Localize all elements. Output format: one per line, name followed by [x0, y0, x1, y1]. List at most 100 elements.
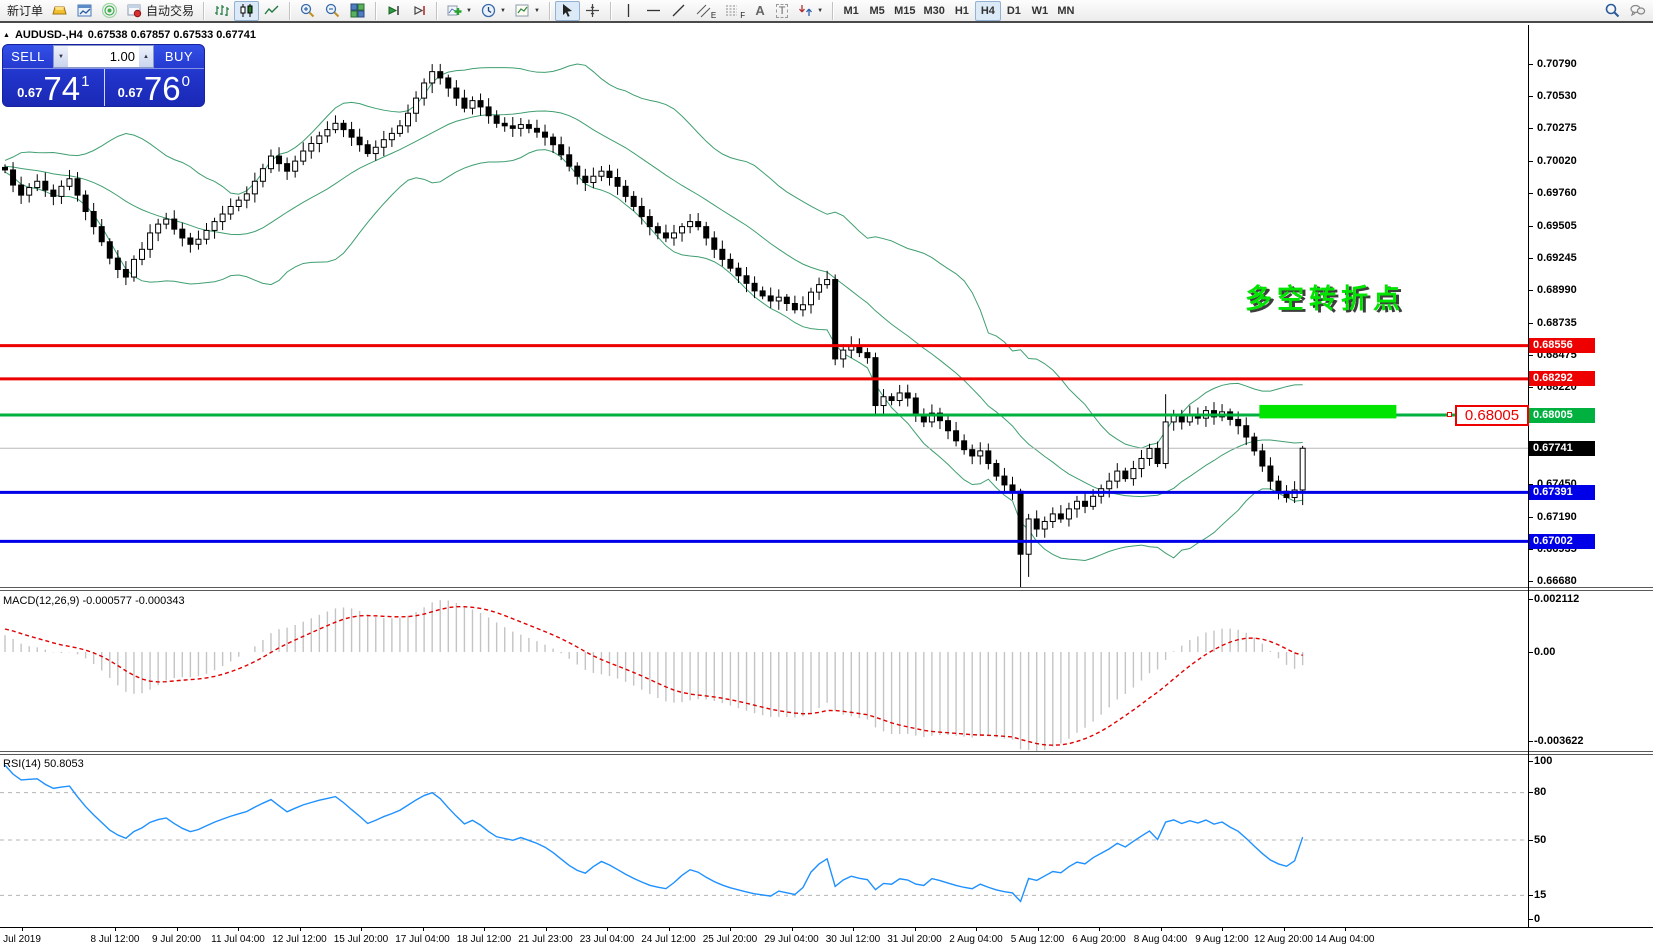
channel-button[interactable]: E — [691, 1, 720, 21]
date-tick — [853, 928, 854, 931]
templates-button[interactable]: ▼ — [510, 1, 544, 21]
line-chart-icon — [264, 5, 279, 15]
timeframe-button-H1[interactable]: H1 — [954, 4, 969, 17]
date-label: 17 Jul 04:00 — [395, 934, 450, 945]
collapse-arrow-icon[interactable]: ▲ — [3, 31, 10, 39]
time-axis[interactable]: Jul 2019 8 Jul 12:00 9 Jul 20:00 11 Jul 04:… — [0, 927, 1653, 949]
date-label: 9 Jul 20:00 — [152, 934, 201, 945]
periods-button[interactable]: ▼ — [476, 1, 510, 21]
price-tick-label: 0.66680 — [1537, 575, 1577, 588]
tile-windows-icon — [350, 3, 365, 18]
candlestick-chart-button[interactable] — [234, 0, 260, 21]
date-label: 25 Jul 20:00 — [702, 934, 758, 945]
sell-label: SELL — [11, 49, 45, 64]
turning-point-annotation[interactable]: 多空转折点 — [1245, 284, 1405, 314]
cursor-button[interactable] — [554, 0, 580, 21]
zoom-out-button[interactable] — [320, 1, 345, 21]
price-tick — [1529, 290, 1533, 292]
date-label: 31 Jul 20:00 — [887, 934, 942, 945]
chart-area: 0.70790 0.70530 0.70275 0.70020 0.69760 0.695… — [0, 25, 1653, 949]
macd-tick-label: 0.002112 — [1534, 593, 1580, 606]
main-chart-pane[interactable] — [0, 25, 1528, 588]
price-badge: 0.67391 — [1529, 484, 1595, 500]
macd-label: MACD(12,26,9) -0.000577 -0.000343 — [3, 595, 185, 607]
tile-windows-button[interactable] — [345, 1, 370, 21]
pane-separator[interactable] — [0, 587, 1653, 591]
volume-increase-button[interactable]: ▲ — [139, 46, 153, 67]
indicators-button[interactable]: ▼ — [442, 1, 476, 21]
date-tick — [361, 928, 362, 931]
hline-button[interactable] — [641, 1, 666, 21]
candlestick-chart-icon — [240, 4, 253, 17]
arrows-button[interactable]: ▼ — [793, 1, 827, 21]
clock-icon — [481, 3, 496, 18]
new-chart-button[interactable] — [72, 1, 97, 21]
timeframe-button-W1[interactable]: W1 — [1031, 4, 1049, 17]
rsi-tick-label: 0 — [1534, 912, 1541, 925]
price-tick-label: 0.69760 — [1537, 187, 1577, 200]
timeframe-button-D1[interactable]: D1 — [1006, 4, 1021, 17]
price-tick — [1529, 96, 1533, 98]
text-tool-button[interactable]: A — [749, 1, 771, 21]
rsi-tick — [1529, 894, 1533, 896]
volume-decrease-button[interactable]: ▼ — [54, 46, 68, 67]
chevron-down-icon: ▼ — [533, 7, 540, 14]
sell-price[interactable]: 0.67 74 1 — [3, 69, 104, 106]
date-label: 15 Jul 20:00 — [333, 934, 389, 945]
timeframe-button-M30[interactable]: M30 — [923, 4, 945, 17]
rsi-pane[interactable] — [0, 755, 1528, 927]
timeframe-button-M15[interactable]: M15 — [894, 4, 916, 17]
chat-button[interactable] — [1625, 1, 1650, 21]
symbol-ohlc-values: 0.67538 0.67857 0.67533 0.67741 — [87, 29, 256, 41]
broadcast-button[interactable] — [97, 1, 122, 21]
bar-chart-button[interactable] — [209, 1, 234, 21]
zoom-in-icon — [300, 3, 315, 18]
fibonacci-button[interactable]: F — [720, 1, 749, 21]
autotrading-button[interactable]: 自动交易 — [122, 1, 198, 21]
bar-chart-icon — [215, 5, 230, 16]
trendline-button[interactable] — [666, 1, 691, 21]
toolbar-separator — [375, 1, 377, 20]
price-badge: 0.67002 — [1529, 533, 1595, 549]
buy-button[interactable]: BUY — [154, 45, 204, 68]
crosshair-button[interactable] — [580, 1, 605, 21]
auto-scroll-button[interactable] — [381, 1, 406, 21]
timeframe-button-M1[interactable]: M1 — [843, 4, 859, 17]
sell-price-sup: 1 — [81, 73, 90, 90]
autotrading-label: 自动交易 — [146, 4, 195, 18]
label-tool-button[interactable]: T — [771, 1, 793, 21]
timeframe-button-H4[interactable]: H4 — [974, 0, 1001, 21]
price-tick-label: 0.70275 — [1537, 122, 1577, 135]
sell-button[interactable]: SELL — [3, 45, 53, 68]
vline-button[interactable] — [616, 1, 641, 21]
date-label: 30 Jul 12:00 — [825, 934, 881, 945]
volume-field[interactable]: 1.00 — [109, 49, 135, 64]
new-order-button[interactable]: 新订单 — [3, 1, 47, 21]
rsi-tick-label: 80 — [1534, 786, 1547, 799]
date-label: 9 Aug 12:00 — [1195, 934, 1249, 945]
price-tick-label: 0.70020 — [1537, 154, 1577, 167]
price-tick — [1529, 128, 1533, 130]
gold-ingot-button[interactable] — [47, 1, 72, 21]
rsi-tick-label: 100 — [1534, 754, 1553, 767]
date-tick — [176, 928, 178, 931]
date-tick — [607, 928, 608, 931]
timeframe-button-MN[interactable]: MN — [1057, 4, 1075, 17]
rsi-tick-label: 15 — [1534, 888, 1547, 901]
price-tick-label: 0.68990 — [1537, 284, 1577, 297]
search-button[interactable] — [1600, 1, 1625, 21]
level-price-label[interactable]: 0.68005 — [1455, 405, 1529, 426]
date-tick — [238, 928, 239, 931]
timeframe-button-M5[interactable]: M5 — [869, 4, 885, 17]
macd-pane[interactable] — [0, 591, 1528, 751]
macd-tick — [1529, 740, 1533, 742]
chart-shift-button[interactable] — [406, 1, 431, 21]
line-chart-button[interactable] — [259, 1, 284, 21]
zoom-in-button[interactable] — [295, 1, 320, 21]
buy-price[interactable]: 0.67 76 0 — [104, 69, 205, 106]
price-tick-label: 0.68735 — [1537, 316, 1577, 329]
pane-separator[interactable] — [0, 751, 1653, 755]
date-tick — [730, 928, 731, 931]
zoom-out-icon — [325, 3, 340, 18]
